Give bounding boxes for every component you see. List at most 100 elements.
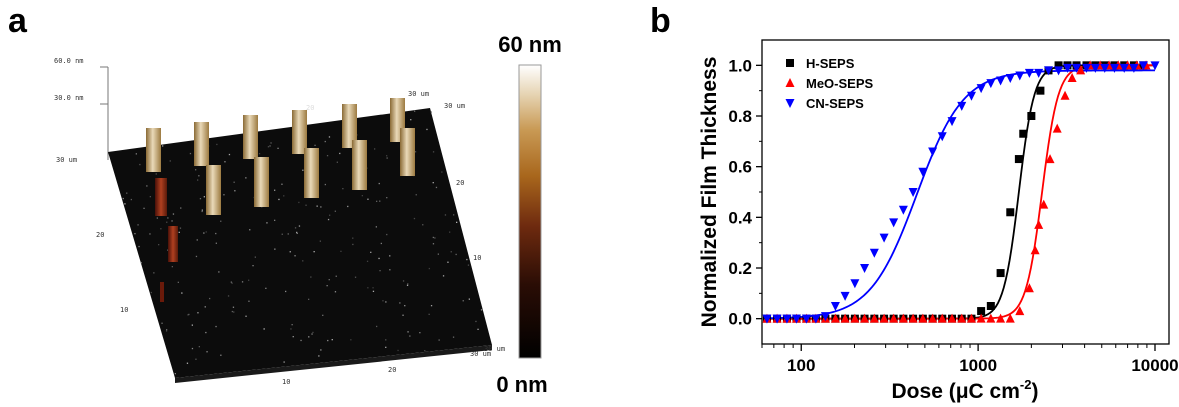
afm-noise-dot	[139, 163, 141, 166]
afm-noise-dot	[258, 153, 261, 155]
afm-noise-dot	[414, 151, 417, 153]
afm-pillar	[304, 148, 319, 198]
afm-noise-dot	[245, 315, 247, 317]
afm-noise-dot	[334, 210, 336, 212]
afm-noise-dot	[195, 358, 197, 360]
afm-noise-dot	[319, 240, 321, 242]
data-point-cn-seps	[811, 314, 821, 324]
data-point-cn-seps	[1062, 63, 1072, 73]
data-point-h-seps	[1014, 155, 1023, 164]
afm-noise-dot	[263, 328, 265, 330]
afm-noise-dot	[370, 251, 372, 253]
afm-noise-dot	[450, 251, 452, 253]
afm-panel: 60.0 nm 30.0 nm 30 um 20 30 um 30 um 20 …	[54, 32, 562, 397]
afm-noise-dot	[292, 336, 294, 338]
afm-noise-dot	[189, 152, 192, 155]
afm-noise-dot	[402, 280, 405, 282]
data-point-meo-seps	[1045, 154, 1055, 164]
data-point-cn-seps	[908, 188, 918, 197]
data-point-meo-seps	[850, 313, 860, 323]
afm-noise-dot	[386, 233, 388, 236]
data-point-cn-seps	[791, 314, 801, 324]
afm-noise-dot	[254, 256, 256, 258]
data-point-cn-seps	[1100, 63, 1110, 73]
afm-noise-dot	[205, 331, 207, 334]
afm-noise-dot	[399, 302, 401, 304]
afm-noise-dot	[122, 197, 124, 200]
data-markers	[762, 60, 1160, 324]
data-point-cn-seps	[850, 279, 860, 289]
data-point-meo-seps	[947, 313, 957, 323]
data-point-meo-seps	[869, 313, 879, 323]
data-point-meo-seps	[1005, 313, 1015, 323]
data-point-cn-seps	[869, 248, 879, 258]
data-point-cn-seps	[1044, 66, 1054, 76]
data-point-cn-seps	[947, 117, 957, 127]
afm-noise-dot	[331, 339, 333, 341]
data-point-cn-seps	[957, 101, 967, 111]
afm-noise-dot	[327, 339, 329, 342]
y-tick-label: 0.4	[728, 208, 752, 227]
y-axis-label: Normalized Film Thickness	[698, 57, 721, 328]
afm-noise-dot	[162, 145, 164, 147]
afm-noise-dot	[234, 190, 236, 192]
afm-noise-dot	[149, 233, 151, 235]
afm-noise-dot	[167, 217, 169, 219]
afm-noise-dot	[285, 290, 287, 293]
afm-noise-dot	[203, 232, 205, 234]
data-point-meo-seps	[898, 313, 908, 323]
afm-noise-dot	[430, 305, 433, 307]
afm-axis-label-left-20: 20	[96, 231, 104, 239]
afm-noise-dot	[201, 210, 203, 213]
afm-noise-dot	[274, 189, 276, 191]
data-point-meo-seps	[1052, 123, 1062, 133]
afm-noise-dot	[196, 239, 198, 241]
data-point-cn-seps	[860, 264, 870, 273]
data-point-cn-seps	[1082, 63, 1092, 73]
y-tick-label: 1.0	[728, 56, 752, 75]
afm-axis-label-right-10: 10	[473, 254, 481, 262]
afm-noise-dot	[378, 182, 380, 185]
data-point-cn-seps	[1119, 63, 1129, 73]
data-point-cn-seps	[1138, 61, 1148, 71]
afm-noise-dot	[283, 195, 285, 197]
afm-noise-dot	[334, 291, 337, 293]
afm-noise-dot	[230, 281, 232, 283]
data-point-meo-seps	[1076, 65, 1086, 75]
afm-noise-dot	[326, 285, 328, 287]
afm-noise-dot	[329, 214, 331, 216]
afm-noise-dot	[415, 194, 417, 196]
afm-noise-dot	[186, 362, 189, 364]
afm-noise-dot	[340, 250, 342, 252]
data-point-cn-seps	[1024, 68, 1034, 78]
afm-noise-dot	[179, 227, 182, 229]
afm-noise-dot	[316, 205, 318, 207]
afm-noise-dot	[477, 328, 479, 330]
afm-noise-dot	[386, 155, 388, 157]
afm-noise-dot	[475, 320, 477, 323]
afm-noise-dot	[456, 221, 458, 223]
afm-noise-dot	[231, 282, 233, 284]
afm-noise-dot	[361, 195, 363, 197]
afm-noise-dot	[320, 206, 322, 208]
afm-noise-dot	[434, 237, 436, 239]
afm-noise-dot	[424, 350, 426, 352]
afm-noise-dot	[215, 232, 217, 235]
data-point-h-seps	[1027, 112, 1036, 120]
data-point-meo-seps	[1034, 219, 1044, 229]
afm-noise-dot	[231, 310, 233, 313]
afm-noise-dot	[215, 325, 217, 328]
afm-noise-dot	[195, 255, 198, 258]
afm-axis-label-right-20: 20	[456, 179, 464, 187]
afm-noise-dot	[205, 231, 207, 233]
afm-noise-dot	[267, 146, 270, 148]
afm-noise-dot	[233, 181, 235, 183]
afm-noise-dot	[339, 152, 341, 155]
data-point-meo-seps	[928, 313, 938, 323]
afm-noise-dot	[326, 155, 329, 157]
afm-noise-dot	[161, 322, 163, 324]
afm-noise-dot	[452, 336, 455, 338]
afm-noise-dot	[432, 236, 434, 239]
afm-noise-dot	[335, 275, 337, 277]
afm-noise-dot	[249, 229, 251, 231]
